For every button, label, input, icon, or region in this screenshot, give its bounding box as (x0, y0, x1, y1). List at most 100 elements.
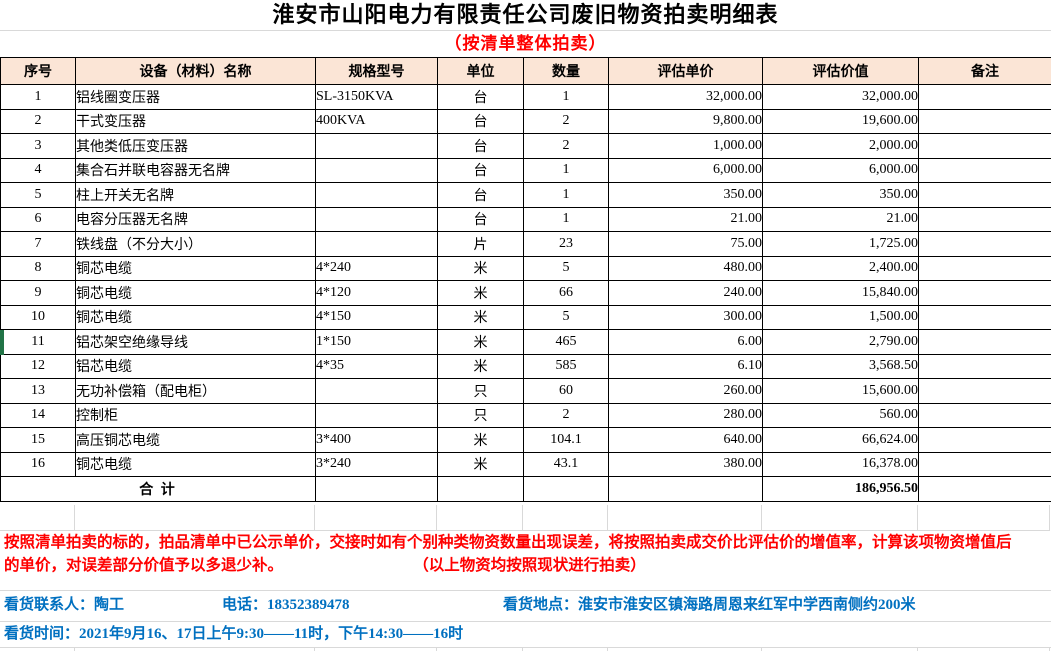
empty-cell[interactable] (918, 476, 1051, 502)
empty-cell[interactable] (315, 476, 438, 502)
empty-cell[interactable] (608, 476, 763, 502)
cell-price[interactable]: 260.00 (608, 378, 763, 404)
cell-spec[interactable]: 3*240 (315, 451, 438, 477)
cell-no[interactable]: 1 (0, 84, 76, 110)
cell-name[interactable]: 铝芯电缆 (75, 353, 316, 379)
header-note[interactable]: 备注 (918, 57, 1051, 85)
cell-unit[interactable]: 只 (437, 402, 524, 428)
header-unit[interactable]: 单位 (437, 57, 524, 85)
cell-qty[interactable]: 5 (523, 255, 609, 281)
cell-price[interactable]: 75.00 (608, 231, 763, 257)
cell-name[interactable]: 无功补偿箱（配电柜） (75, 378, 316, 404)
cell-unit[interactable]: 台 (437, 108, 524, 134)
cell-no[interactable]: 5 (0, 182, 76, 208)
cell-price[interactable]: 380.00 (608, 451, 763, 477)
cell-spec[interactable]: 1*150 (315, 329, 438, 355)
cell-value[interactable]: 32,000.00 (762, 84, 919, 110)
cell-spec[interactable]: 400KVA (315, 108, 438, 134)
cell-no[interactable]: 13 (0, 378, 76, 404)
cell-spec[interactable]: 4*35 (315, 353, 438, 379)
cell-note[interactable] (918, 329, 1051, 355)
cell-name[interactable]: 铁线盘（不分大小） (75, 231, 316, 257)
cell-name[interactable]: 铜芯电缆 (75, 304, 316, 330)
cell-name[interactable]: 铝芯架空绝缘导线 (75, 329, 316, 355)
cell-spec[interactable]: 4*240 (315, 255, 438, 281)
header-price[interactable]: 评估单价 (608, 57, 763, 85)
cell-qty[interactable]: 1 (523, 157, 609, 183)
viewing-time-row[interactable]: 看货时间：2021年9月16、17日上午9:30——11时，下午14:30——1… (4, 626, 464, 642)
cell-unit[interactable]: 只 (437, 378, 524, 404)
cell-qty[interactable]: 66 (523, 280, 609, 306)
cell-name[interactable]: 铜芯电缆 (75, 280, 316, 306)
viewing-contact-row[interactable]: 看货联系人：陶工 电话：18352389478 看货地点：淮安市淮安区镇海路周恩… (0, 590, 1051, 621)
cell-price[interactable]: 640.00 (608, 427, 763, 453)
cell-price[interactable]: 6.00 (608, 329, 763, 355)
cell-value[interactable]: 2,790.00 (762, 329, 919, 355)
cell-value[interactable]: 2,000.00 (762, 133, 919, 159)
cell-note[interactable] (918, 304, 1051, 330)
cell-value[interactable]: 350.00 (762, 182, 919, 208)
cell-spec[interactable] (315, 133, 438, 159)
cell-qty[interactable]: 2 (523, 402, 609, 428)
cell-spec[interactable] (315, 378, 438, 404)
cell-qty[interactable]: 5 (523, 304, 609, 330)
cell-note[interactable] (918, 280, 1051, 306)
cell-value[interactable]: 19,600.00 (762, 108, 919, 134)
cell-name[interactable]: 铝线圈变压器 (75, 84, 316, 110)
cell-note[interactable] (918, 84, 1051, 110)
cell-value[interactable]: 2,400.00 (762, 255, 919, 281)
cell-note[interactable] (918, 133, 1051, 159)
cell-spec[interactable] (315, 206, 438, 232)
cell-unit[interactable]: 台 (437, 84, 524, 110)
cell-unit[interactable]: 台 (437, 182, 524, 208)
cell-name[interactable]: 控制柜 (75, 402, 316, 428)
cell-value[interactable]: 15,840.00 (762, 280, 919, 306)
empty-cell[interactable] (437, 476, 524, 502)
cell-price[interactable]: 350.00 (608, 182, 763, 208)
cell-price[interactable]: 1,000.00 (608, 133, 763, 159)
cell-value[interactable]: 1,725.00 (762, 231, 919, 257)
cell-name[interactable]: 电容分压器无名牌 (75, 206, 316, 232)
cell-no[interactable]: 3 (0, 133, 76, 159)
cell-qty[interactable]: 465 (523, 329, 609, 355)
cell-unit[interactable]: 米 (437, 353, 524, 379)
cell-value[interactable]: 1,500.00 (762, 304, 919, 330)
cell-qty[interactable]: 585 (523, 353, 609, 379)
cell-value[interactable]: 6,000.00 (762, 157, 919, 183)
cell-spec[interactable]: 4*120 (315, 280, 438, 306)
cell-note[interactable] (918, 378, 1051, 404)
cell-unit[interactable]: 片 (437, 231, 524, 257)
cell-note[interactable] (918, 255, 1051, 281)
cell-spec[interactable]: SL-3150KVA (315, 84, 438, 110)
cell-name[interactable]: 集合石并联电容器无名牌 (75, 157, 316, 183)
cell-value[interactable]: 16,378.00 (762, 451, 919, 477)
cell-name[interactable]: 铜芯电缆 (75, 255, 316, 281)
cell-unit[interactable]: 米 (437, 329, 524, 355)
cell-no[interactable]: 2 (0, 108, 76, 134)
cell-qty[interactable]: 1 (523, 206, 609, 232)
cell-qty[interactable]: 104.1 (523, 427, 609, 453)
cell-spec[interactable]: 3*400 (315, 427, 438, 453)
cell-note[interactable] (918, 231, 1051, 257)
cell-spec[interactable] (315, 402, 438, 428)
cell-qty[interactable]: 1 (523, 84, 609, 110)
cell-no[interactable]: 6 (0, 206, 76, 232)
total-label-cell[interactable]: 合 计 (0, 476, 316, 502)
cell-note[interactable] (918, 451, 1051, 477)
cell-unit[interactable]: 米 (437, 280, 524, 306)
cell-no[interactable]: 15 (0, 427, 76, 453)
cell-qty[interactable]: 2 (523, 108, 609, 134)
cell-unit[interactable]: 台 (437, 206, 524, 232)
cell-qty[interactable]: 1 (523, 182, 609, 208)
cell-name[interactable]: 干式变压器 (75, 108, 316, 134)
cell-note[interactable] (918, 427, 1051, 453)
cell-unit[interactable]: 米 (437, 304, 524, 330)
cell-qty[interactable]: 2 (523, 133, 609, 159)
cell-spec[interactable]: 4*150 (315, 304, 438, 330)
cell-unit[interactable]: 台 (437, 157, 524, 183)
cell-price[interactable]: 9,800.00 (608, 108, 763, 134)
cell-value[interactable]: 21.00 (762, 206, 919, 232)
cell-name[interactable]: 其他类低压变压器 (75, 133, 316, 159)
cell-note[interactable] (918, 402, 1051, 428)
cell-no[interactable]: 16 (0, 451, 76, 477)
